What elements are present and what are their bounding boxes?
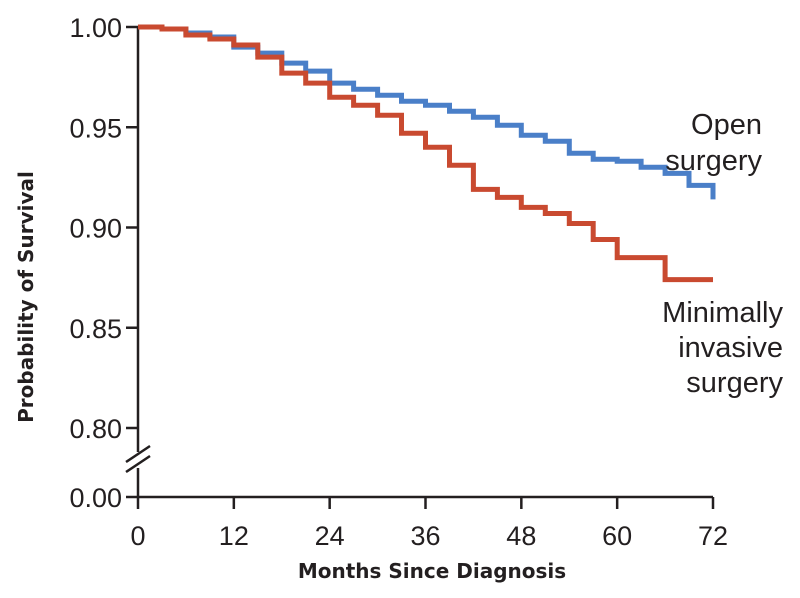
series-label-minimally-invasive: Minimally — [662, 297, 783, 329]
series-label-open-surgery: surgery — [665, 145, 762, 177]
series-label-open-surgery: Open — [691, 109, 762, 141]
y-axis-label: Probability of Survival — [14, 171, 38, 423]
axis-break-mark — [125, 454, 151, 474]
y-tick-label-zero: 0.00 — [69, 483, 122, 513]
axes — [125, 27, 713, 499]
x-axis-label: Months Since Diagnosis — [298, 559, 566, 583]
axis-break-mark — [125, 444, 151, 464]
y-tick-label: 0.90 — [69, 214, 122, 244]
x-tick-label: 24 — [315, 521, 345, 551]
series-label-minimally-invasive: invasive — [678, 332, 783, 364]
x-tick-label: 12 — [219, 521, 249, 551]
y-tick-label: 0.80 — [69, 414, 122, 444]
x-tick-label: 48 — [506, 521, 536, 551]
survival-curves — [138, 24, 716, 283]
series-line-minimally-invasive — [138, 24, 713, 283]
x-tick-label: 72 — [698, 521, 728, 551]
x-tick-label: 60 — [602, 521, 632, 551]
axis-ticks: 0.80 0.85 0.90 0.95 1.00 0.00 0 12 24 36 48 60 72 — [69, 13, 728, 551]
y-tick-label: 0.85 — [69, 314, 122, 344]
y-tick-label: 0.95 — [69, 113, 122, 143]
series-line-open-surgery — [138, 24, 716, 200]
series-label-minimally-invasive: surgery — [686, 367, 783, 399]
x-tick-label: 36 — [410, 521, 440, 551]
x-tick-label: 0 — [130, 521, 145, 551]
y-tick-label: 1.00 — [69, 13, 122, 43]
